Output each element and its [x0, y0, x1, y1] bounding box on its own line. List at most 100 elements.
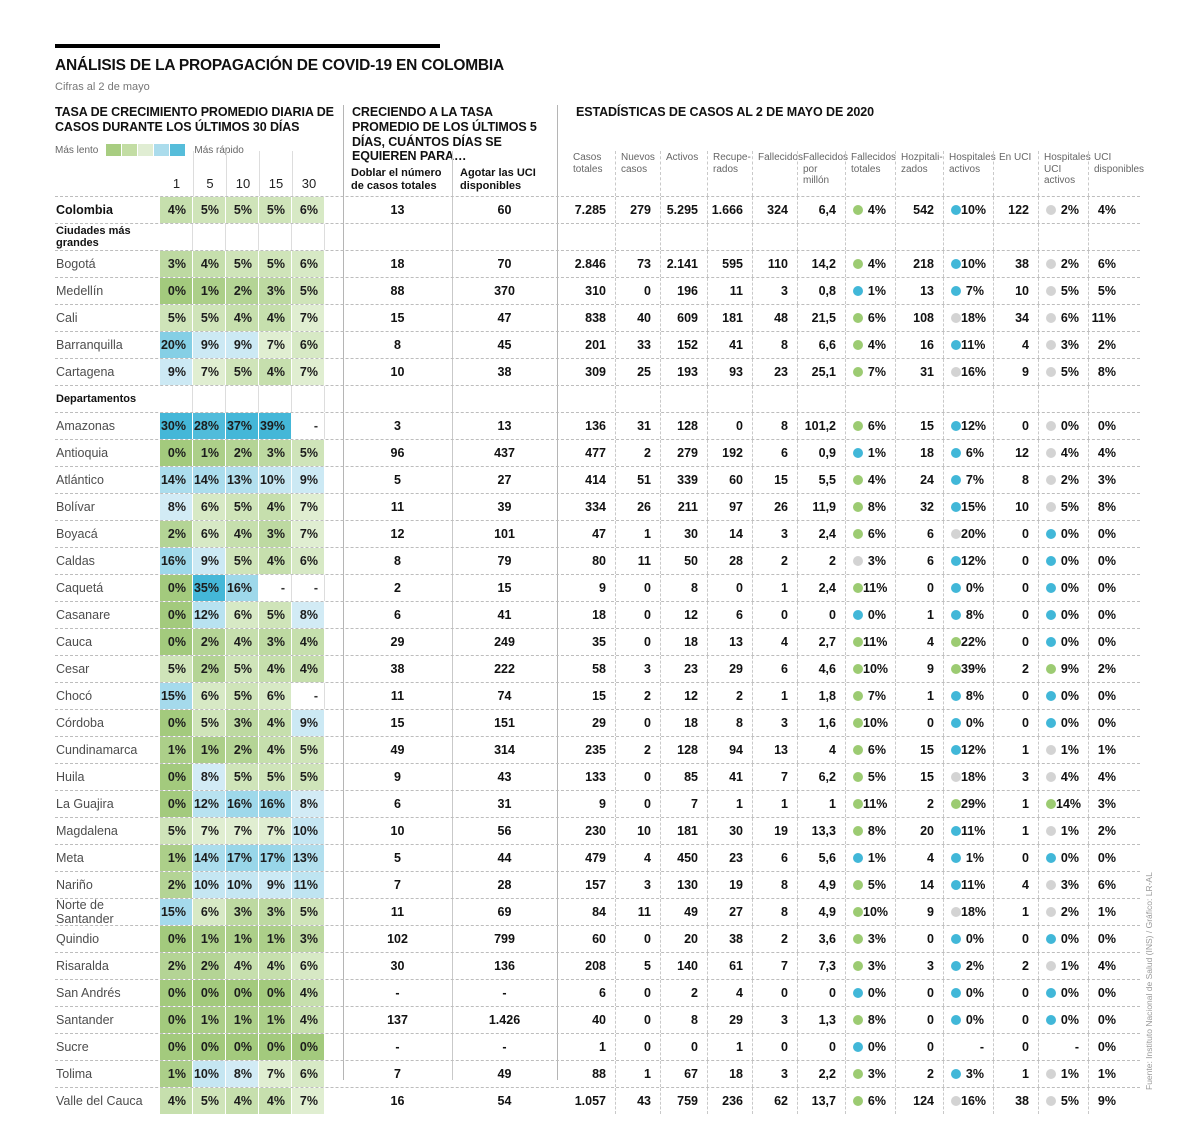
- spacer: [557, 1007, 568, 1033]
- stat-deaths-total-pct: 11%: [845, 575, 895, 601]
- growth-rate-cell: 14%: [193, 467, 226, 493]
- growth-rate-cell: [193, 386, 226, 412]
- green-status-dot: [951, 664, 961, 674]
- stat-deaths: 13: [752, 737, 797, 763]
- spacer: [325, 494, 343, 520]
- growth-rate-cell: 1%: [193, 737, 226, 763]
- stat-icu-hospitals-active-pct-value: 2%: [1060, 257, 1079, 271]
- growth-rate-cell: 6%: [292, 197, 325, 223]
- green-status-dot: [853, 637, 863, 647]
- spacer: [325, 359, 343, 385]
- growth-rate-cell: 0%: [160, 926, 193, 952]
- stat-deaths: 3: [752, 1061, 797, 1087]
- blue-status-dot: [951, 934, 961, 944]
- gray-status-dot: [951, 1096, 961, 1106]
- spacer: [557, 656, 568, 682]
- stat-new-cases: 279: [615, 197, 660, 223]
- stat-icu-hospitals-active-pct-value: 1%: [1060, 743, 1079, 757]
- top-rule: [55, 44, 440, 48]
- stat-icu-available: 4%: [1088, 440, 1140, 466]
- stat-recovered: 94: [707, 737, 752, 763]
- growth-rate-cell: 5%: [193, 710, 226, 736]
- stat-deaths-per-million: 4,6: [797, 656, 845, 682]
- stat-icu-available: 2%: [1088, 656, 1140, 682]
- growth-rate-cell: 3%: [226, 710, 259, 736]
- stat-active: 12: [660, 683, 707, 709]
- growth-col-header: 1: [172, 176, 181, 191]
- blue-status-dot: [951, 259, 961, 269]
- stat-in-icu: 0: [993, 1007, 1038, 1033]
- growth-rate-cell: 8%: [292, 602, 325, 628]
- blue-status-dot: [951, 475, 961, 485]
- stats-col-header: Hozpitali­-zados: [895, 151, 943, 196]
- stat-icu-hospitals-active-pct: 0%: [1038, 629, 1088, 655]
- stat-hospitals-active-pct-value: 12%: [961, 554, 987, 568]
- stat-new-cases: 11: [615, 548, 660, 574]
- stat-hospitalized: 108: [895, 305, 943, 331]
- stat-new-cases: 73: [615, 251, 660, 277]
- stat-in-icu: 12: [993, 440, 1038, 466]
- growth-rate-cell: 7%: [259, 1061, 292, 1087]
- stat-in-icu: 1: [993, 737, 1038, 763]
- stat-new-cases: 43: [615, 1088, 660, 1114]
- table-row: Bolívar 8% 6% 5% 4% 7% 11 39 334 26 211 97 26 11,9 8% 3…: [55, 493, 1140, 520]
- spacer: [557, 818, 568, 844]
- stat-hospitalized: [895, 386, 943, 412]
- stat-hospitals-active-pct: 12%: [943, 737, 993, 763]
- gray-status-dot: [1046, 286, 1056, 296]
- stat-hospitalized: 13: [895, 278, 943, 304]
- green-status-dot: [853, 691, 863, 701]
- stats-col-header: Fallecidos por millón: [797, 151, 848, 196]
- row-label: Córdoba: [56, 716, 104, 730]
- stat-active: 759: [660, 1088, 707, 1114]
- spacer: [325, 656, 343, 682]
- table-row: Bogotá 3% 4% 5% 5% 6% 18 70 2.846 73 2.141 595 110 14…: [55, 250, 1140, 277]
- gray-status-dot: [1046, 880, 1056, 890]
- stat-icu-hospitals-active-pct-value: -: [1074, 1040, 1079, 1054]
- days-to-icu-exhaustion-value: 44: [497, 851, 512, 865]
- stat-hospitalized: 15: [895, 737, 943, 763]
- blue-status-dot: [951, 502, 961, 512]
- stat-cases-total: 58: [592, 662, 606, 676]
- growth-rate-cell: 2%: [160, 521, 193, 547]
- stat-deaths-total-pct-value: 3%: [867, 1067, 886, 1081]
- stat-cases-total: 136: [585, 419, 606, 433]
- stat-hospitalized: 15: [895, 764, 943, 790]
- stat-new-cases: 0: [615, 1007, 660, 1033]
- stat-icu-hospitals-active-pct-value: 2%: [1060, 203, 1079, 217]
- growth-rate-cell: [292, 386, 325, 412]
- stat-hospitals-active-pct-value: 20%: [961, 527, 987, 541]
- days-to-icu-exhaustion-value: 79: [497, 554, 512, 568]
- stat-recovered: [707, 224, 752, 250]
- stat-hospitals-active-pct-value: 6%: [965, 446, 984, 460]
- growth-rate-cell: 6%: [292, 953, 325, 979]
- stat-hospitals-active-pct: 10%: [943, 251, 993, 277]
- stat-hospitals-active-pct: 10%: [943, 197, 993, 223]
- growth-col-header: 5: [193, 151, 226, 196]
- growth-rate-cell: 0%: [160, 980, 193, 1006]
- stat-deaths-total-pct: 8%: [845, 494, 895, 520]
- stat-icu-hospitals-active-pct: 0%: [1038, 845, 1088, 871]
- days-to-icu-exhaustion-value: 1.426: [488, 1013, 521, 1027]
- growth-rate-cell: 0%: [160, 278, 193, 304]
- stat-new-cases: 31: [615, 413, 660, 439]
- stats-col-header: Fallecidos: [752, 151, 803, 196]
- green-status-dot: [853, 1069, 863, 1079]
- stat-active: 0: [660, 1034, 707, 1060]
- growth-rate-cell: 2%: [160, 953, 193, 979]
- stat-deaths-total-pct-value: 3%: [867, 932, 886, 946]
- stat-in-icu: 34: [993, 305, 1038, 331]
- stat-hospitalized: 542: [895, 197, 943, 223]
- stat-deaths: 8: [752, 413, 797, 439]
- stat-icu-hospitals-active-pct: 2%: [1038, 251, 1088, 277]
- growth-rate-cell: 0%: [226, 1034, 259, 1060]
- stat-deaths-per-million: 13,7: [797, 1088, 845, 1114]
- stat-deaths-total-pct-value: 11%: [863, 635, 888, 649]
- blue-status-dot: [951, 286, 961, 296]
- stat-deaths: 26: [752, 494, 797, 520]
- stat-cases-total: 18: [592, 608, 606, 622]
- spacer: [325, 845, 343, 871]
- growth-rate-cell: 0%: [160, 1034, 193, 1060]
- stat-deaths: 4: [752, 629, 797, 655]
- stat-recovered: 61: [707, 953, 752, 979]
